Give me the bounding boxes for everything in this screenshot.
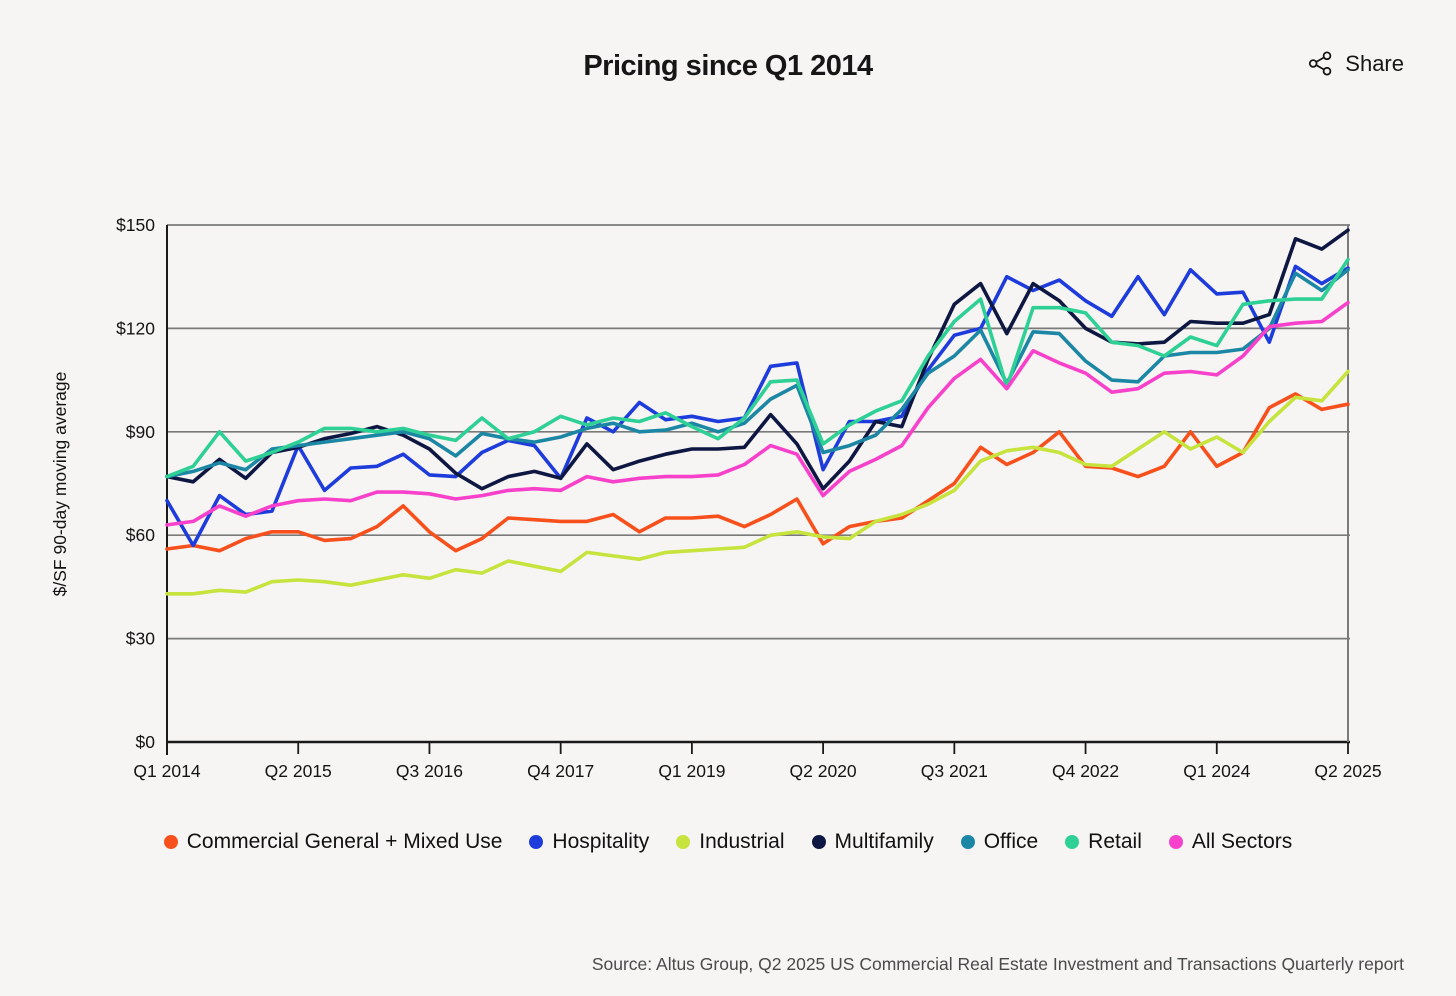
source-note: Source: Altus Group, Q2 2025 US Commerci…	[591, 954, 1404, 974]
x-tick-label: Q1 2019	[658, 761, 725, 781]
legend-item-label: Industrial	[699, 830, 785, 853]
legend-dot-icon	[676, 835, 691, 849]
legend-item-label: Commercial General + Mixed Use	[186, 830, 503, 853]
legend-dot-icon	[529, 835, 544, 849]
legend-item-label: All Sectors	[1191, 830, 1293, 853]
legend-item-industrial: Industrial	[676, 830, 785, 854]
y-tick-label: $150	[116, 215, 155, 235]
legend-item-label: Multifamily	[834, 830, 934, 853]
share-button[interactable]: Share	[1305, 46, 1406, 81]
series-line-multifamily	[165, 228, 1350, 491]
y-tick-label: $30	[126, 629, 155, 649]
legend-dot-icon	[1065, 835, 1080, 849]
y-tick-label: $120	[116, 318, 155, 338]
x-tick-label: Q1 2014	[133, 761, 200, 781]
legend-item-all-sectors: All Sectors	[1168, 830, 1293, 854]
series-line-hospitality	[165, 264, 1350, 548]
legend-item-label: Retail	[1088, 830, 1142, 853]
legend-item-label: Hospitality	[552, 830, 650, 853]
y-axis-title: $/SF 90-day moving average	[50, 372, 70, 597]
legend-item-multifamily: Multifamily	[811, 830, 934, 854]
share-icon	[1309, 51, 1332, 76]
legend-item-retail: Retail	[1065, 830, 1142, 854]
x-tick-label: Q2 2020	[790, 761, 857, 781]
legend: Commercial General + Mixed Use Hospitalit…	[0, 830, 1456, 854]
legend-dot-icon	[1168, 835, 1183, 849]
x-tick-label: Q2 2025	[1314, 761, 1381, 781]
y-tick-label: $60	[126, 525, 155, 545]
x-tick-label: Q4 2022	[1052, 761, 1119, 781]
series-line-retail	[165, 257, 1350, 479]
y-tick-label: $90	[126, 422, 155, 442]
series-line-all-sectors	[165, 300, 1350, 527]
legend-item-label: Office	[983, 830, 1039, 853]
legend-dot-icon	[960, 835, 975, 849]
legend-dot-icon	[163, 835, 178, 849]
legend-item-hospitality: Hospitality	[529, 830, 649, 854]
share-label: Share	[1345, 50, 1404, 76]
series-line-office	[165, 267, 1350, 479]
x-tick-label: Q4 2017	[527, 761, 594, 781]
x-tick-label: Q3 2016	[396, 761, 463, 781]
x-tick-label: Q1 2024	[1183, 761, 1250, 781]
x-tick-label: Q3 2021	[921, 761, 988, 781]
legend-item-office: Office	[960, 830, 1039, 854]
series-line-industrial	[165, 369, 1350, 596]
legend-dot-icon	[811, 835, 826, 849]
page-title: Pricing since Q1 2014	[583, 50, 873, 82]
legend-item-commercial-general-mixed-use: Commercial General + Mixed Use	[163, 830, 503, 854]
series-line-commercial-general-mixed-use	[165, 392, 1350, 553]
x-tick-label: Q2 2015	[265, 761, 332, 781]
y-tick-label: $0	[136, 732, 156, 752]
